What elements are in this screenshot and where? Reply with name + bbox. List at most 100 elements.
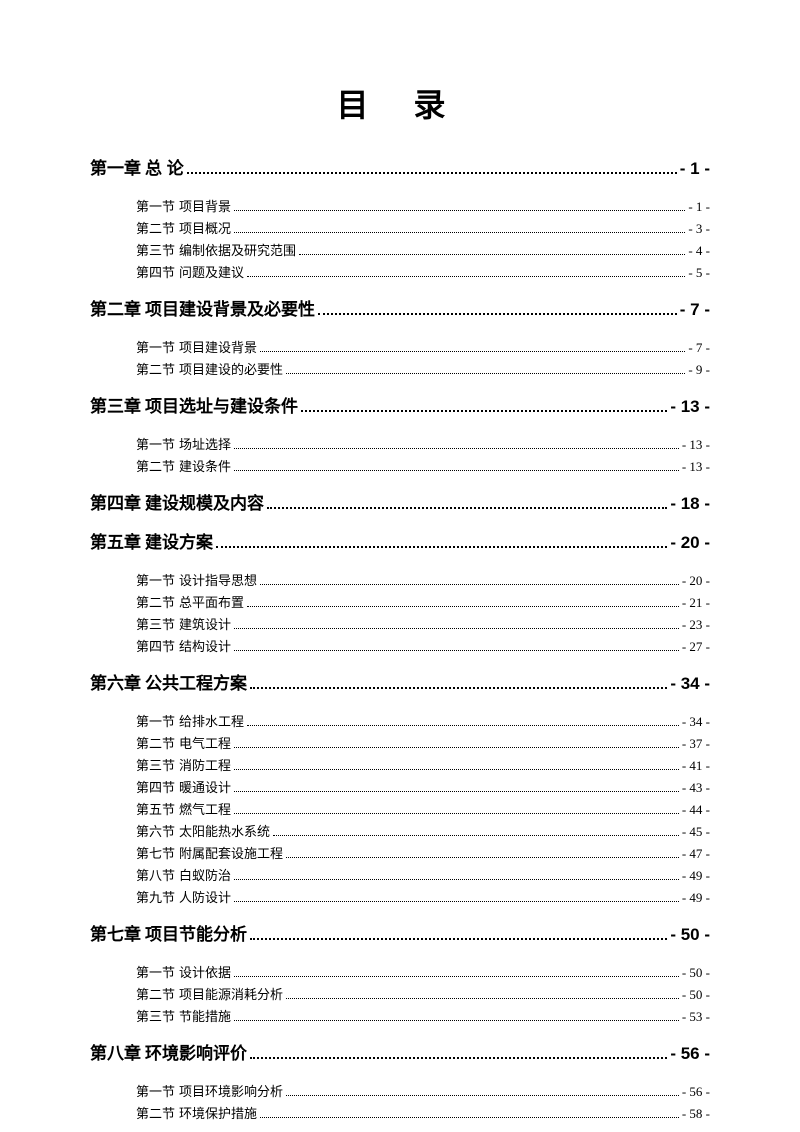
section-label: 第一节: [136, 1081, 175, 1100]
section-label: 第九节: [136, 887, 175, 906]
section-row: 第二节建设条件 - 13 -: [136, 456, 710, 475]
leader-dots: [250, 938, 667, 940]
chapter-page: - 20 -: [670, 533, 710, 553]
section-label: 第二节: [136, 456, 175, 475]
leader-dots: [234, 1020, 679, 1021]
section-title: 建设条件: [179, 456, 231, 475]
section-title: 给排水工程: [179, 711, 244, 730]
leader-dots: [234, 232, 685, 233]
chapter-title: 建设方案: [145, 528, 213, 553]
section-row: 第一节给排水工程- 34 -: [136, 711, 710, 730]
section-title: 项目概况: [179, 218, 231, 237]
leader-dots: [234, 210, 685, 211]
section-row: 第二节项目概况- 3 -: [136, 218, 710, 237]
section-page: - 13 -: [682, 459, 710, 475]
leader-dots: [247, 725, 679, 726]
section-title: 燃气工程: [179, 799, 231, 818]
leader-dots: [286, 998, 679, 999]
section-row: 第三节建筑设计- 23 -: [136, 614, 710, 633]
section-page: - 43 -: [682, 780, 710, 796]
section-label: 第二节: [136, 1103, 175, 1122]
chapter-label: 第六章: [90, 669, 141, 694]
chapter-label: 第八章: [90, 1039, 141, 1064]
section-title: 项目环境影响分析: [179, 1081, 283, 1100]
section-page: - 56 -: [682, 1084, 710, 1100]
leader-dots: [286, 1095, 679, 1096]
chapter-row: 第三章项目选址与建设条件 - 13 -: [90, 392, 710, 417]
section-row: 第二节项目能源消耗分析- 50 -: [136, 984, 710, 1003]
section-row: 第九节人防设计- 49 -: [136, 887, 710, 906]
leader-dots: [318, 313, 677, 315]
leader-dots: [234, 448, 679, 449]
section-label: 第二节: [136, 984, 175, 1003]
leader-dots: [234, 976, 679, 977]
chapter-page: - 13 -: [670, 397, 710, 417]
section-title: 白蚁防治: [179, 865, 231, 884]
section-label: 第五节: [136, 799, 175, 818]
section-title: 项目背景: [179, 196, 231, 215]
section-row: 第八节白蚁防治- 49 -: [136, 865, 710, 884]
section-row: 第五节燃气工程 - 44 -: [136, 799, 710, 818]
chapter-title: 总 论: [145, 154, 184, 179]
section-page: - 50 -: [682, 987, 710, 1003]
section-row: 第一节设计依据- 50 -: [136, 962, 710, 981]
leader-dots: [234, 650, 679, 651]
chapter-title: 环境影响评价: [145, 1039, 247, 1064]
section-label: 第四节: [136, 262, 175, 281]
section-page: - 3 -: [688, 221, 710, 237]
section-row: 第一节设计指导思想- 20 -: [136, 570, 710, 589]
leader-dots: [286, 373, 685, 374]
section-label: 第一节: [136, 196, 175, 215]
chapter-label: 第四章: [90, 489, 141, 514]
section-page: - 47 -: [682, 846, 710, 862]
leader-dots: [234, 901, 679, 902]
section-row: 第二节环境保护措施- 58 -: [136, 1103, 710, 1122]
section-page: - 44 -: [682, 802, 710, 818]
section-label: 第三节: [136, 240, 175, 259]
section-page: - 49 -: [682, 890, 710, 906]
leader-dots: [234, 813, 679, 814]
leader-dots: [260, 584, 679, 585]
section-title: 设计依据: [179, 962, 231, 981]
section-page: - 13 -: [682, 437, 710, 453]
chapter-page: - 7 -: [680, 300, 710, 320]
chapter-label: 第一章: [90, 154, 141, 179]
leader-dots: [247, 606, 679, 607]
chapter-row: 第二章项目建设背景及必要性 - 7 -: [90, 295, 710, 320]
leader-dots: [234, 769, 679, 770]
section-title: 暖通设计: [179, 777, 231, 796]
leader-dots: [234, 470, 679, 471]
section-label: 第一节: [136, 962, 175, 981]
section-row: 第三节消防工程- 41 -: [136, 755, 710, 774]
chapter-title: 项目建设背景及必要性: [145, 295, 315, 320]
chapter-row: 第一章总 论 - 1 -: [90, 154, 710, 179]
leader-dots: [260, 1117, 679, 1118]
leader-dots: [234, 791, 679, 792]
leader-dots: [234, 747, 679, 748]
leader-dots: [260, 351, 685, 352]
section-row: 第六节太阳能热水系统- 45 -: [136, 821, 710, 840]
section-title: 消防工程: [179, 755, 231, 774]
chapter-row: 第五章建设方案 - 20 -: [90, 528, 710, 553]
toc-title: 目 录: [90, 80, 710, 126]
section-title: 总平面布置: [179, 592, 244, 611]
section-label: 第二节: [136, 592, 175, 611]
section-label: 第三节: [136, 1006, 175, 1025]
section-page: - 9 -: [688, 362, 710, 378]
section-title: 问题及建议: [179, 262, 244, 281]
section-label: 第二节: [136, 359, 175, 378]
section-page: - 23 -: [682, 617, 710, 633]
chapter-row: 第八章环境影响评价 - 56 -: [90, 1039, 710, 1064]
chapter-row: 第七章项目节能分析 - 50 -: [90, 920, 710, 945]
section-label: 第七节: [136, 843, 175, 862]
section-row: 第七节附属配套设施工程- 47 -: [136, 843, 710, 862]
leader-dots: [286, 857, 679, 858]
section-title: 太阳能热水系统: [179, 821, 270, 840]
leader-dots: [273, 835, 679, 836]
section-page: - 58 -: [682, 1106, 710, 1122]
chapter-title: 项目选址与建设条件: [145, 392, 298, 417]
section-row: 第二节总平面布置- 21 -: [136, 592, 710, 611]
section-row: 第三节节能措施- 53 -: [136, 1006, 710, 1025]
section-title: 编制依据及研究范围: [179, 240, 296, 259]
section-label: 第一节: [136, 711, 175, 730]
